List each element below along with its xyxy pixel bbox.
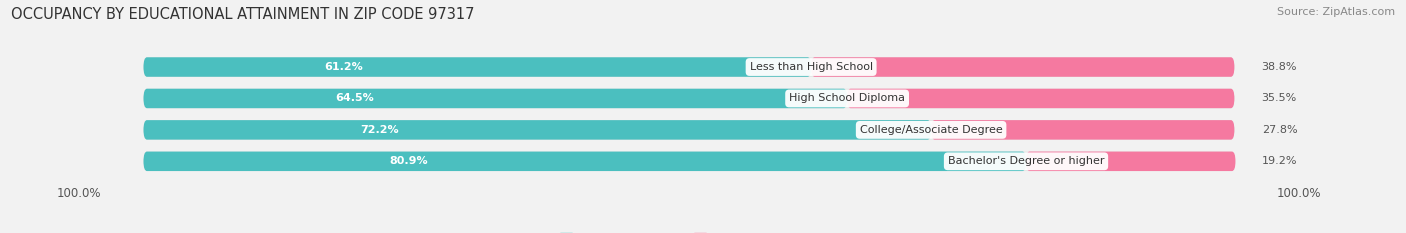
Text: 38.8%: 38.8% <box>1261 62 1298 72</box>
FancyBboxPatch shape <box>143 57 1234 77</box>
Text: 72.2%: 72.2% <box>360 125 399 135</box>
Text: OCCUPANCY BY EDUCATIONAL ATTAINMENT IN ZIP CODE 97317: OCCUPANCY BY EDUCATIONAL ATTAINMENT IN Z… <box>11 7 475 22</box>
FancyBboxPatch shape <box>143 89 846 108</box>
FancyBboxPatch shape <box>143 89 1234 108</box>
FancyBboxPatch shape <box>143 120 931 140</box>
Text: Bachelor's Degree or higher: Bachelor's Degree or higher <box>948 156 1104 166</box>
Text: 61.2%: 61.2% <box>325 62 363 72</box>
FancyBboxPatch shape <box>143 57 811 77</box>
Text: Less than High School: Less than High School <box>749 62 873 72</box>
Text: 27.8%: 27.8% <box>1261 125 1298 135</box>
Text: 19.2%: 19.2% <box>1261 156 1298 166</box>
FancyBboxPatch shape <box>143 152 1234 171</box>
FancyBboxPatch shape <box>143 120 1234 140</box>
FancyBboxPatch shape <box>811 57 1234 77</box>
Text: Source: ZipAtlas.com: Source: ZipAtlas.com <box>1277 7 1395 17</box>
Text: 35.5%: 35.5% <box>1261 93 1296 103</box>
Text: High School Diploma: High School Diploma <box>789 93 905 103</box>
Text: College/Associate Degree: College/Associate Degree <box>859 125 1002 135</box>
FancyBboxPatch shape <box>931 120 1234 140</box>
Text: 100.0%: 100.0% <box>56 187 101 200</box>
Text: 100.0%: 100.0% <box>1277 187 1322 200</box>
Text: 80.9%: 80.9% <box>389 156 427 166</box>
Text: 64.5%: 64.5% <box>335 93 374 103</box>
FancyBboxPatch shape <box>1026 152 1236 171</box>
FancyBboxPatch shape <box>846 89 1234 108</box>
FancyBboxPatch shape <box>143 152 1026 171</box>
